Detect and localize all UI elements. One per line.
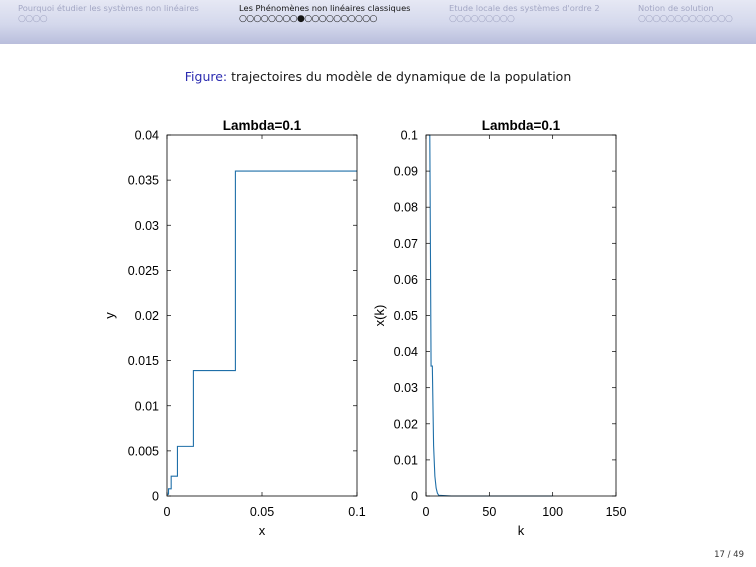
series-line [167,170,357,495]
x-tick-label: 150 [606,505,627,519]
nav-section-title[interactable]: Les Phénomènes non linéaires classiques [239,3,411,13]
nav-frame-dots[interactable]: ○○○○ [18,14,48,24]
x-tick-label: 50 [482,505,496,519]
chart-title: Lambda=0.1 [482,118,561,133]
nav-section-title[interactable]: Pourquoi étudier les systèmes non linéai… [18,3,199,13]
y-tick-label: 0.03 [394,381,418,395]
chart-title: Lambda=0.1 [223,118,302,133]
x-tick-label: 100 [542,505,563,519]
nav-frame-dots[interactable]: ○○○○○○○○○ [449,14,515,24]
nav-section-title[interactable]: Etude locale des systèmes d'ordre 2 [449,3,600,13]
nav-section-title[interactable]: Notion de solution [638,3,714,13]
figure-caption: Figure: trajectoires du modèle de dynami… [0,69,756,84]
y-tick-label: 0.01 [394,453,418,467]
y-tick-label: 0.05 [394,309,418,323]
nav-frame-dots[interactable]: ○○○○○○○○●○○○○○○○○○○ [239,14,377,24]
x-axis-label: x [259,523,266,538]
y-axis-label: x(k) [372,305,387,327]
x-tick-label: 0 [164,505,171,519]
x-tick-label: 0.05 [250,505,274,519]
navigation-bar: Pourquoi étudier les systèmes non linéai… [0,0,756,44]
figure-caption-text: trajectoires du modèle de dynamique de l… [231,69,572,84]
y-tick-label: 0 [411,490,418,504]
y-tick-label: 0.025 [128,264,159,278]
plot-frame [425,134,617,497]
y-tick-label: 0.02 [394,417,418,431]
y-tick-label: 0.005 [128,444,159,458]
nav-section-1[interactable]: Pourquoi étudier les systèmes non linéai… [18,3,199,24]
y-tick-label: 0.01 [135,399,159,413]
y-tick-label: 0.07 [394,237,418,251]
page-number: 17 / 49 [714,550,744,560]
y-tick-label: 0.02 [135,309,159,323]
y-tick-label: 0.035 [128,174,159,188]
x-tick-label: 0.1 [348,505,365,519]
nav-section-2[interactable]: Les Phénomènes non linéaires classiques … [239,3,411,24]
y-tick-label: 0.06 [394,273,418,287]
x-tick-label: 0 [423,505,430,519]
series-line [427,134,553,497]
figure-label: Figure: [184,69,228,84]
y-tick-label: 0.09 [394,165,418,179]
y-tick-label: 0.03 [135,219,159,233]
y-tick-label: 0 [152,490,159,504]
y-tick-label: 0.015 [128,354,159,368]
nav-section-4[interactable]: Notion de solution ○○○○○○○○○○○○○ [638,3,733,24]
y-tick-label: 0.08 [394,201,418,215]
nav-section-3[interactable]: Etude locale des systèmes d'ordre 2 ○○○○… [449,3,600,24]
plot-frame [166,134,358,497]
x-axis-label: k [518,523,525,538]
y-tick-label: 0.04 [394,345,418,359]
y-tick-label: 0.04 [135,129,159,143]
y-tick-label: 0.1 [401,129,418,143]
y-axis-label: y [102,312,117,319]
nav-frame-dots[interactable]: ○○○○○○○○○○○○○ [638,14,733,24]
